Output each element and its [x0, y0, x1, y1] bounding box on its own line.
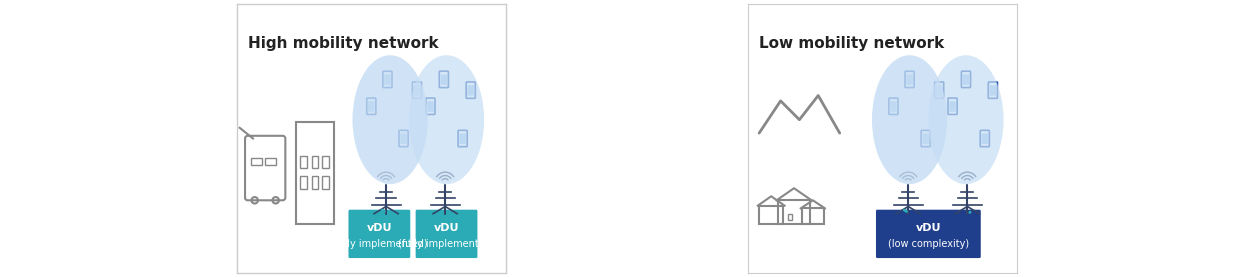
Bar: [803, 208, 824, 224]
Text: (fully implemented): (fully implemented): [399, 239, 495, 249]
FancyBboxPatch shape: [369, 101, 375, 112]
Bar: [251, 158, 262, 165]
Bar: [311, 156, 319, 168]
Bar: [311, 176, 319, 189]
FancyBboxPatch shape: [366, 98, 376, 114]
Text: vDU: vDU: [434, 223, 459, 234]
FancyBboxPatch shape: [382, 71, 393, 88]
FancyBboxPatch shape: [414, 85, 420, 96]
Bar: [759, 206, 784, 224]
FancyBboxPatch shape: [988, 82, 997, 98]
FancyBboxPatch shape: [948, 98, 957, 114]
FancyBboxPatch shape: [923, 134, 929, 144]
FancyBboxPatch shape: [934, 82, 944, 98]
FancyBboxPatch shape: [426, 98, 435, 114]
Ellipse shape: [352, 55, 428, 184]
Ellipse shape: [409, 55, 484, 184]
Bar: [322, 176, 329, 189]
Ellipse shape: [872, 55, 947, 184]
FancyBboxPatch shape: [415, 210, 478, 258]
Bar: [296, 122, 334, 224]
FancyBboxPatch shape: [989, 85, 996, 96]
FancyBboxPatch shape: [935, 85, 942, 96]
FancyBboxPatch shape: [384, 75, 391, 85]
Bar: [788, 214, 793, 220]
Bar: [300, 176, 307, 189]
FancyBboxPatch shape: [413, 82, 421, 98]
Text: (fully implemented): (fully implemented): [331, 239, 428, 249]
FancyBboxPatch shape: [922, 130, 930, 147]
FancyBboxPatch shape: [963, 75, 969, 85]
FancyBboxPatch shape: [468, 85, 474, 96]
Text: Low mobility network: Low mobility network: [759, 36, 944, 52]
Text: High mobility network: High mobility network: [248, 36, 439, 52]
FancyBboxPatch shape: [889, 98, 898, 114]
FancyBboxPatch shape: [466, 82, 475, 98]
Bar: [322, 156, 329, 168]
FancyBboxPatch shape: [440, 75, 448, 85]
FancyBboxPatch shape: [439, 71, 449, 88]
Text: vDU: vDU: [366, 223, 393, 234]
FancyBboxPatch shape: [349, 210, 410, 258]
Bar: [265, 158, 276, 165]
FancyBboxPatch shape: [981, 130, 989, 147]
Text: (low complexity): (low complexity): [888, 239, 969, 249]
FancyBboxPatch shape: [949, 101, 956, 112]
FancyBboxPatch shape: [877, 210, 981, 258]
Ellipse shape: [928, 55, 1003, 184]
FancyBboxPatch shape: [458, 130, 468, 147]
Bar: [777, 200, 810, 224]
FancyBboxPatch shape: [428, 101, 434, 112]
Bar: [300, 156, 307, 168]
FancyBboxPatch shape: [890, 101, 897, 112]
Text: vDU: vDU: [915, 223, 940, 234]
FancyBboxPatch shape: [962, 71, 971, 88]
FancyBboxPatch shape: [905, 71, 914, 88]
FancyBboxPatch shape: [982, 134, 988, 144]
FancyBboxPatch shape: [459, 134, 466, 144]
FancyBboxPatch shape: [399, 130, 408, 147]
FancyBboxPatch shape: [400, 134, 406, 144]
FancyBboxPatch shape: [907, 75, 913, 85]
